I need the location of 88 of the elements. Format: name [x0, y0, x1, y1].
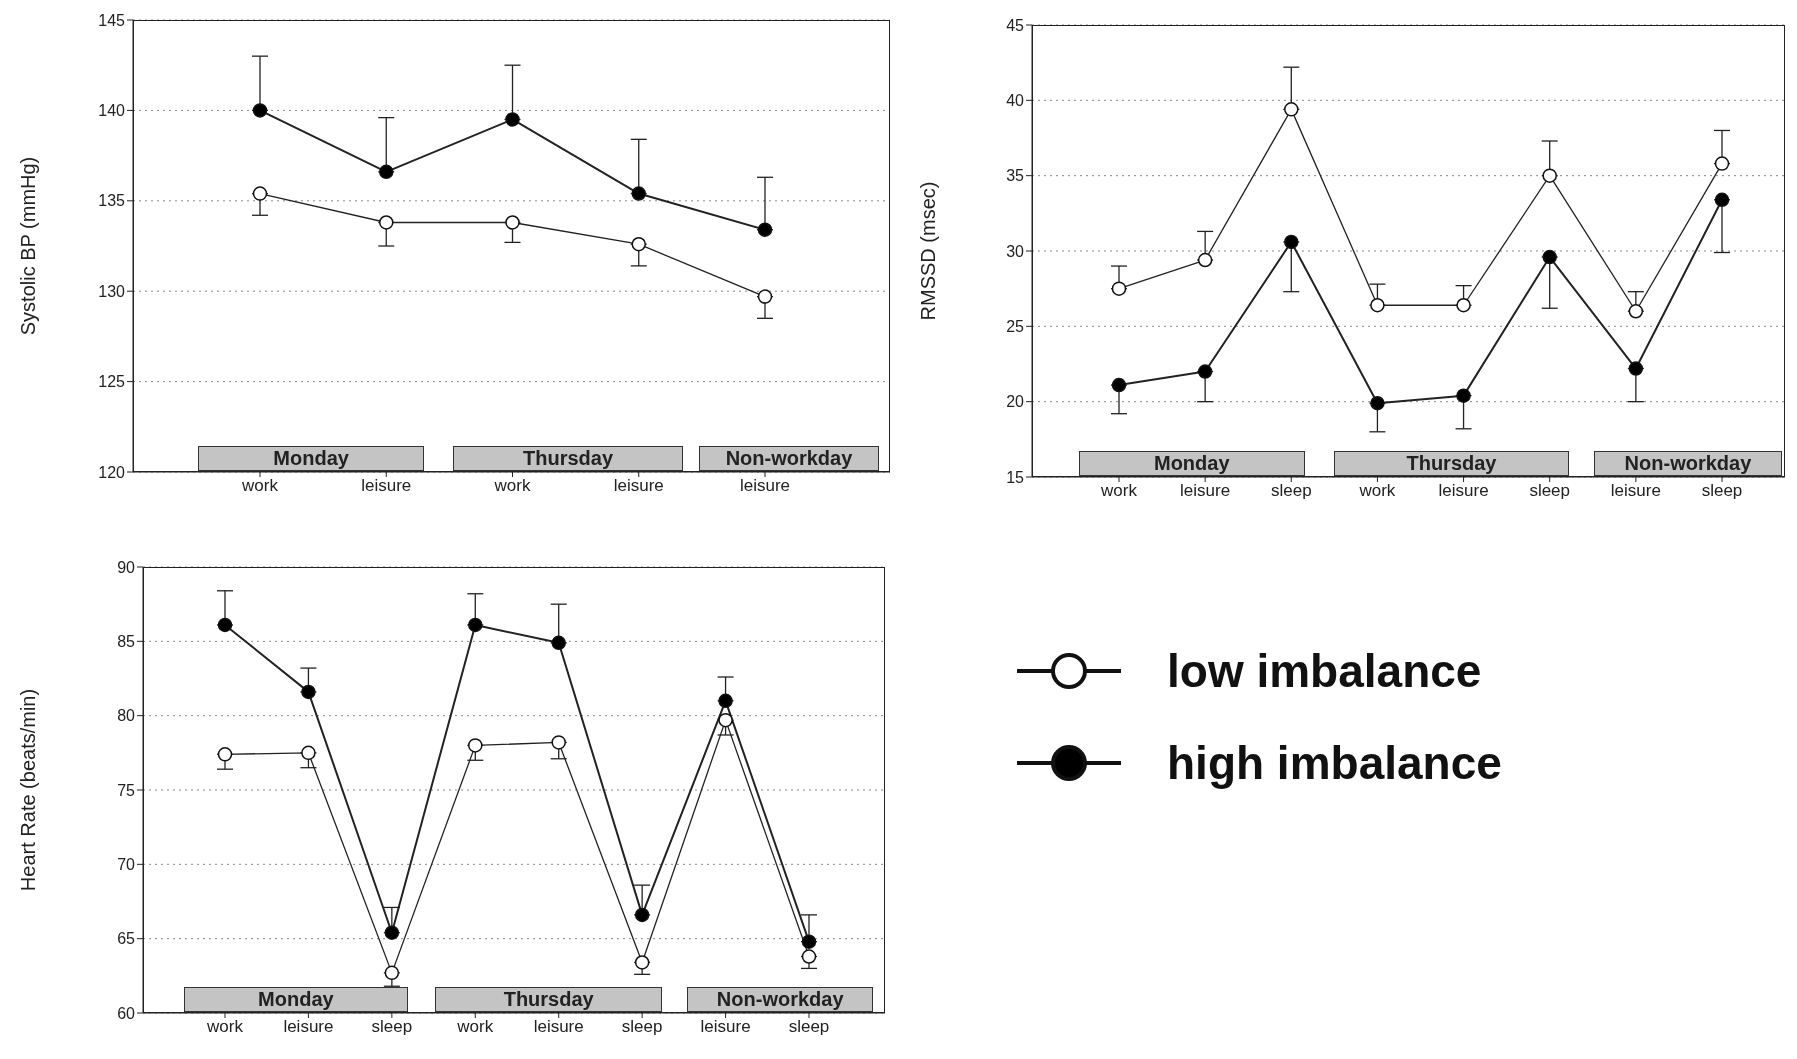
legend-label: low imbalance [1167, 644, 1482, 698]
x-tick-label: work [1100, 481, 1138, 501]
y-tick-label: 45 [1006, 16, 1025, 34]
x-tick-label: leisure [1610, 481, 1661, 501]
x-tick-label: sleep [788, 1017, 830, 1037]
point [379, 215, 394, 230]
point [631, 236, 646, 252]
y-tick-label: 70 [117, 856, 136, 874]
point [468, 617, 483, 633]
y-tick-label: 130 [98, 282, 126, 300]
x-tick-label: work [456, 1017, 494, 1037]
y-tick-label: 20 [1006, 393, 1025, 411]
point [1197, 252, 1213, 268]
point [1370, 297, 1385, 313]
y-tick-label: 135 [98, 192, 126, 210]
y-tick-label: 125 [98, 373, 126, 391]
y-tick-label: 85 [117, 633, 136, 651]
point [1284, 102, 1299, 117]
y-tick-label: 60 [117, 1004, 136, 1022]
point [379, 164, 394, 180]
point [252, 103, 268, 118]
legend-label: high imbalance [1167, 736, 1502, 790]
point [1542, 249, 1557, 265]
x-tick-label: leisure [700, 1017, 751, 1037]
x-tick-label: work [241, 476, 279, 496]
y-tick-label: 120 [98, 463, 126, 481]
point [801, 934, 817, 949]
point [551, 635, 566, 651]
point [801, 949, 817, 964]
x-tick-label: leisure [533, 1017, 584, 1037]
point [505, 215, 520, 230]
x-tick-label: leisure [283, 1017, 334, 1037]
point [1714, 192, 1730, 208]
point [631, 186, 646, 201]
y-axis-title: Heart Rate (beats/min) [17, 688, 40, 892]
x-tick-label: leisure [1438, 481, 1489, 501]
y-tick-label: 25 [1006, 318, 1025, 336]
point [384, 925, 400, 940]
x-tick-label: leisure [613, 476, 664, 496]
point [1111, 377, 1127, 393]
point [1111, 281, 1127, 296]
x-tick-label: work [493, 476, 531, 496]
point [1714, 156, 1730, 171]
y-tick-label: 75 [117, 781, 136, 799]
y-tick-label: 15 [1006, 468, 1025, 486]
point [634, 955, 650, 970]
y-tick-label: 30 [1006, 242, 1025, 260]
point [1456, 388, 1471, 403]
x-tick-label: sleep [621, 1017, 663, 1037]
point [384, 965, 400, 981]
point [468, 738, 483, 753]
x-tick-label: sleep [1529, 481, 1571, 501]
y-tick-label: 40 [1006, 92, 1025, 110]
point [757, 222, 773, 237]
point [301, 684, 316, 700]
point [217, 747, 233, 762]
point [1456, 297, 1471, 313]
y-tick-label: 65 [117, 930, 136, 948]
point [757, 289, 773, 304]
point [1197, 364, 1213, 379]
x-tick-label: work [206, 1017, 244, 1037]
y-tick-label: 140 [98, 102, 126, 120]
x-tick-label: leisure [739, 476, 791, 496]
x-tick-label: sleep [1270, 481, 1312, 501]
point [1370, 395, 1385, 411]
y-tick-label: 90 [117, 558, 136, 576]
x-tick-label: sleep [1701, 481, 1743, 501]
point [1628, 361, 1644, 376]
y-tick-label: 145 [98, 11, 126, 29]
point [634, 907, 650, 923]
x-tick-label: work [1358, 481, 1396, 501]
point [718, 712, 733, 728]
point [252, 186, 268, 201]
point [1284, 234, 1299, 250]
point [505, 112, 520, 127]
point [1628, 304, 1644, 319]
y-axis-title: Systolic BP (mmHg) [17, 156, 40, 336]
point [718, 693, 733, 709]
x-tick-label: leisure [361, 476, 412, 496]
y-tick-label: 35 [1006, 167, 1025, 185]
x-tick-label: sleep [371, 1017, 413, 1037]
point [301, 745, 316, 761]
y-tick-label: 80 [117, 707, 136, 725]
x-tick-label: leisure [1180, 481, 1231, 501]
point [1542, 168, 1557, 183]
point [217, 617, 233, 633]
point [551, 735, 566, 750]
y-axis-title: RMSSD (msec) [917, 181, 940, 321]
